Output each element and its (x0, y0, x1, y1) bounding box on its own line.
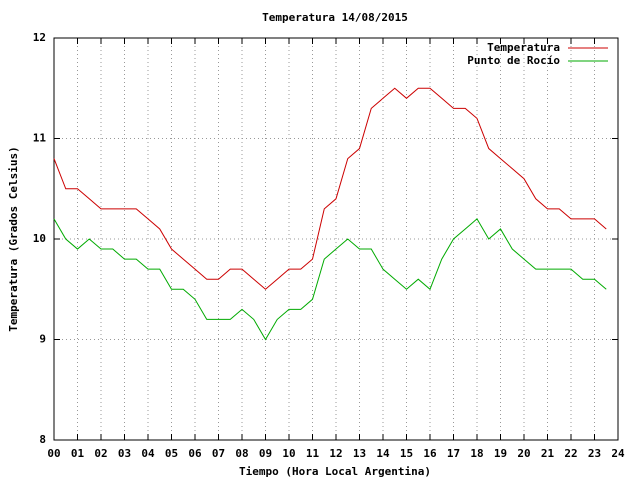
x-tick-label: 01 (71, 447, 85, 460)
x-tick-label: 11 (306, 447, 320, 460)
legend-label: Punto de Rocío (467, 54, 560, 67)
chart-title: Temperatura 14/08/2015 (262, 11, 408, 24)
x-tick-label: 15 (400, 447, 413, 460)
plot-frame (53, 37, 619, 441)
x-tick-label: 13 (353, 447, 366, 460)
x-tick-label: 14 (376, 447, 390, 460)
data-line (53, 218, 607, 341)
x-tick-label: 02 (94, 447, 107, 460)
x-tick-label: 08 (235, 447, 248, 460)
x-tick-label: 23 (588, 447, 601, 460)
x-tick-label: 07 (212, 447, 225, 460)
y-tick-label: 8 (39, 433, 46, 446)
y-tick-label: 12 (33, 31, 46, 44)
y-tick-label: 9 (39, 333, 46, 346)
x-tick-label: 05 (165, 447, 178, 460)
x-tick-label: 18 (470, 447, 483, 460)
x-tick-label: 09 (259, 447, 272, 460)
y-axis-label: Temperatura (Grados Celsius) (7, 146, 20, 331)
x-tick-label: 10 (282, 447, 295, 460)
x-tick-label: 06 (188, 447, 202, 460)
x-tick-label: 17 (447, 447, 460, 460)
x-axis-label: Tiempo (Hora Local Argentina) (239, 465, 431, 478)
y-tick-label: 11 (33, 132, 47, 145)
x-tick-label: 00 (47, 447, 60, 460)
legend-label: Temperatura (487, 41, 560, 54)
x-tick-label: 16 (423, 447, 437, 460)
y-tick-label: 10 (33, 232, 46, 245)
x-tick-label: 21 (541, 447, 555, 460)
x-tick-label: 22 (564, 447, 577, 460)
x-tick-label: 20 (517, 447, 530, 460)
x-tick-label: 24 (611, 447, 625, 460)
data-line (53, 87, 607, 290)
x-tick-label: 03 (118, 447, 131, 460)
x-tick-label: 19 (494, 447, 507, 460)
x-tick-label: 12 (329, 447, 342, 460)
x-tick-label: 04 (141, 447, 155, 460)
